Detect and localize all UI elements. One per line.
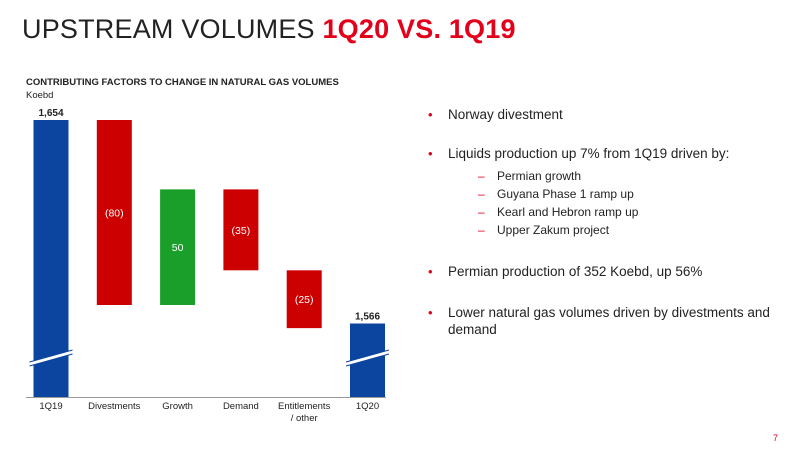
category-label: 1Q19	[39, 401, 62, 412]
waterfall-chart: 1,654 1Q19 (80) Divestments 50 Growth (35) Dema…	[26, 108, 390, 424]
axis-break-mark	[345, 353, 390, 367]
axis-break-mark	[345, 349, 390, 363]
bar-value-label: (35)	[232, 225, 251, 237]
axis-break-mark	[28, 350, 74, 366]
slide-title-accent: 1Q20 VS. 1Q19	[322, 14, 516, 44]
bar-value-label: (25)	[295, 294, 314, 306]
sub-bullet-item: – Guyana Phase 1 ramp up	[448, 185, 788, 203]
bullet-item: • Permian production of 352 Koebd, up 56…	[428, 263, 788, 280]
sub-bullet-item: – Upper Zakum project	[448, 221, 788, 239]
sub-bullet-text: Upper Zakum project	[497, 223, 610, 237]
bar-value-label: 50	[172, 242, 184, 254]
waterfall-bar	[286, 270, 322, 329]
bullet-item: • Norway divestment	[428, 106, 788, 123]
waterfall-bar	[160, 189, 196, 305]
category-label: / other	[291, 413, 318, 424]
bullet-icon: •	[428, 107, 433, 122]
axis-break-mark	[345, 350, 390, 366]
sub-bullet-text: Guyana Phase 1 ramp up	[497, 187, 634, 201]
bullet-icon: •	[428, 305, 433, 320]
sub-bullet-item: – Permian growth	[448, 167, 788, 185]
bullet-item: • Lower natural gas volumes driven by di…	[428, 304, 788, 338]
bullet-icon: •	[428, 264, 433, 279]
bullet-icon: •	[428, 146, 433, 161]
sub-bullet-list: – Permian growth – Guyana Phase 1 ramp up …	[448, 167, 788, 239]
bullet-text: Liquids production up 7% from 1Q19 drive…	[448, 146, 730, 161]
bullet-item: • Liquids production up 7% from 1Q19 dri…	[428, 145, 788, 239]
dash-icon: –	[478, 223, 485, 237]
bar-value-label: 1,566	[355, 312, 380, 323]
category-label: Demand	[223, 401, 259, 412]
sub-bullet-text: Permian growth	[497, 169, 582, 183]
bar-value-label: (80)	[105, 208, 124, 220]
page-number: 7	[772, 433, 778, 443]
sub-bullet-text: Kearl and Hebron ramp up	[497, 205, 639, 219]
category-label: Entitlements	[278, 401, 331, 412]
chart-unit-label: Koebd	[26, 90, 54, 101]
bullet-text: Lower natural gas volumes driven by dive…	[448, 305, 770, 337]
dash-icon: –	[478, 169, 485, 183]
bullet-text: Permian production of 352 Koebd, up 56%	[448, 264, 703, 279]
dash-icon: –	[478, 205, 485, 219]
bullet-text: Norway divestment	[448, 107, 563, 122]
bar-value-label: 1,654	[38, 108, 63, 119]
waterfall-bar	[33, 120, 69, 397]
dash-icon: –	[478, 187, 485, 201]
waterfall-bar	[223, 189, 259, 271]
slide-title: UPSTREAM VOLUMES 1Q20 VS. 1Q19	[22, 14, 516, 45]
waterfall-bar	[96, 120, 132, 305]
bullet-list: • Norway divestment • Liquids production…	[428, 106, 788, 338]
axis-break-mark	[29, 349, 73, 363]
chart-title: CONTRIBUTING FACTORS TO CHANGE IN NATURA…	[26, 77, 339, 88]
axis-break-mark	[29, 353, 73, 367]
category-label: Divestments	[88, 401, 141, 412]
category-label: Growth	[162, 401, 193, 412]
slide-title-main: UPSTREAM VOLUMES	[22, 14, 315, 44]
sub-bullet-item: – Kearl and Hebron ramp up	[448, 203, 788, 221]
category-label: 1Q20	[356, 401, 379, 412]
